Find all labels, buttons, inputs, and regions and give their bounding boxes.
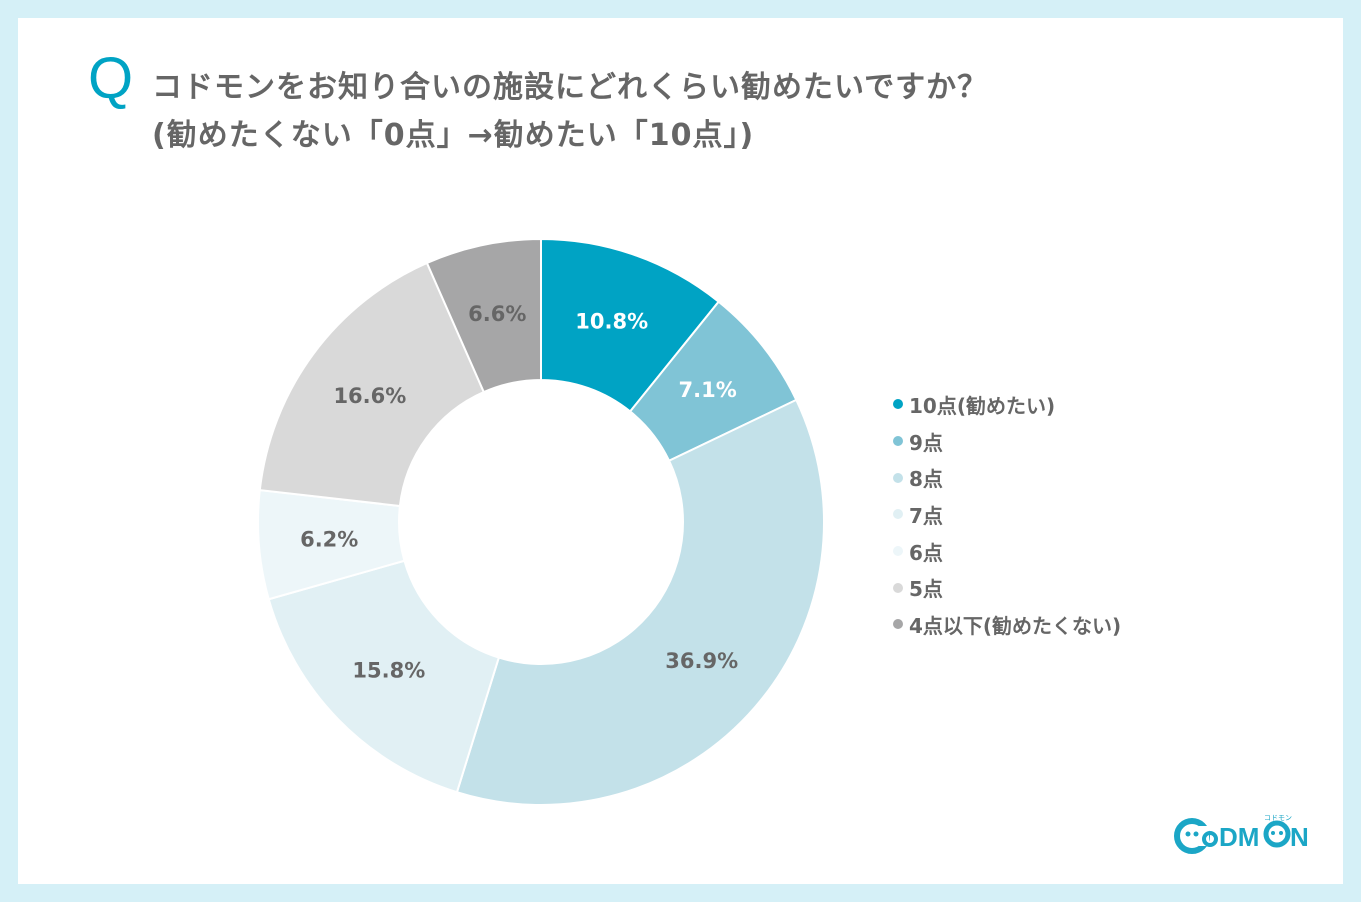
legend-label: 4点以下(勧めたくない) [909, 613, 1122, 638]
legend-marker [893, 619, 903, 630]
legend-item: 5点 [893, 569, 1121, 606]
data-label: 16.6% [333, 384, 406, 408]
title-line-2: (勧めたくない「0点」→勧めたい「10点」) [152, 118, 755, 153]
legend-marker [893, 399, 903, 410]
legend-marker [893, 546, 903, 557]
legend-marker [893, 436, 903, 447]
donut-slice [455, 398, 825, 806]
svg-text:コドモン: コドモン [1264, 814, 1292, 822]
legend-label: 8点 [909, 467, 943, 492]
legend-item: 9点 [893, 423, 1121, 460]
legend-marker [893, 509, 903, 520]
chart-title: コドモンをお知り合いの施設にどれくらい勧めたいですか？ (勧めたくない「0点」→… [152, 64, 988, 160]
data-label: 10.8% [575, 310, 648, 334]
title-line-1: コドモンをお知り合いの施設にどれくらい勧めたいですか？ [152, 70, 989, 105]
data-label: 36.9% [665, 649, 738, 673]
legend-item: 10点(勧めたい) [893, 386, 1121, 423]
svg-text:DM: DM [1219, 822, 1259, 852]
legend-item: 8点 [893, 459, 1121, 496]
legend-item: 6点 [893, 533, 1121, 570]
legend-label: 9点 [909, 430, 943, 455]
legend-marker [893, 472, 903, 483]
legend-label: 7点 [909, 503, 943, 528]
legend-label: 10点(勧めたい) [909, 393, 1056, 418]
data-label: 15.8% [352, 658, 425, 682]
legend-item: 7点 [893, 496, 1121, 533]
data-label: 6.6% [468, 302, 526, 326]
question-mark: Q [88, 46, 134, 111]
data-label: 6.2% [300, 527, 358, 551]
donut-slice [425, 237, 542, 394]
donut-slice [267, 559, 501, 794]
codmon-logo: DM N コドモン [1174, 814, 1309, 854]
legend-marker [893, 582, 903, 593]
legend-label: 6点 [909, 540, 943, 565]
donut-slice [258, 261, 486, 508]
legend: 10点(勧めたい) 9点 8点 7点 6点 5点 4点以下(勧めたくない) [893, 386, 1121, 643]
legend-item: 4点以下(勧めたくない) [893, 606, 1121, 643]
legend-label: 5点 [909, 577, 943, 602]
svg-text:N: N [1290, 822, 1309, 852]
data-label: 7.1% [679, 378, 737, 402]
